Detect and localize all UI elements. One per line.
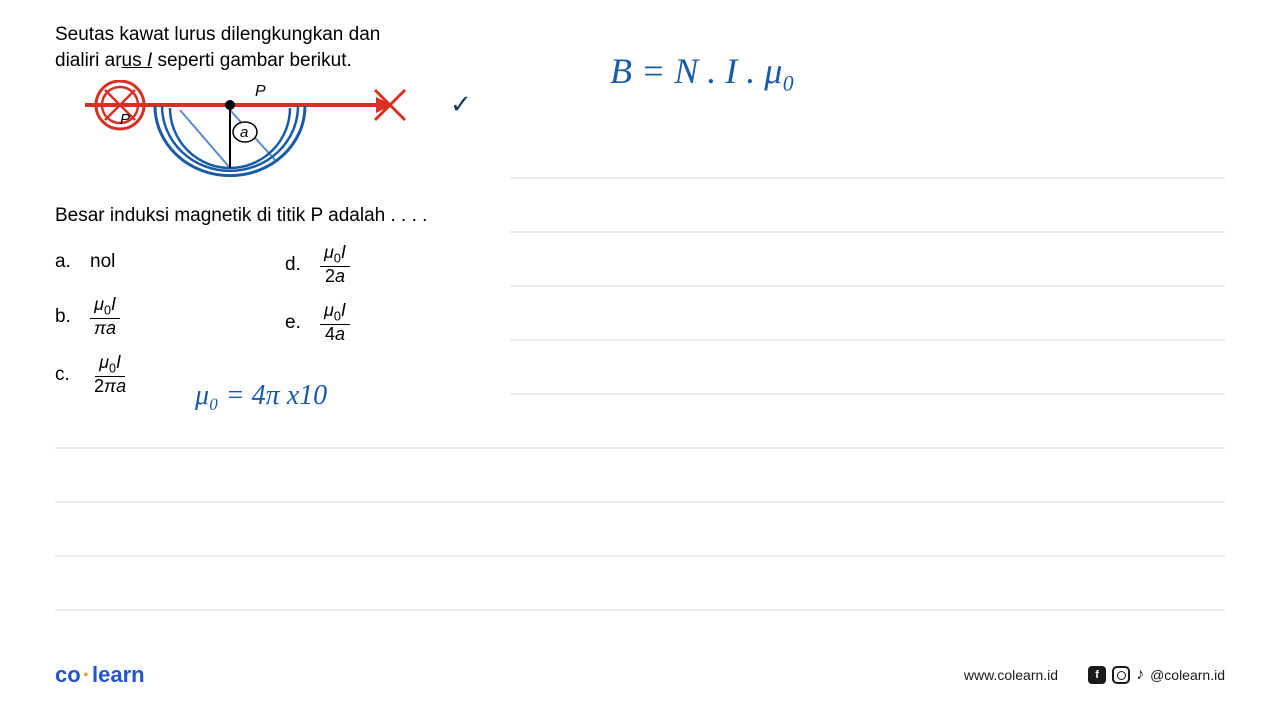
page: Seutas kawat lurus dilengkungkan dan dia…: [0, 0, 1280, 720]
problem-line2b: seperti gambar berikut.: [152, 50, 352, 71]
options-block: a. nol b. μ0I πa c. μ0I 2πa d.: [55, 240, 130, 408]
problem-line2a: dialiri ar: [55, 50, 122, 71]
circuit-diagram: P P a: [80, 80, 420, 200]
handwritten-formula-B: B = N . I . μ₀: [610, 50, 795, 92]
option-c: c. μ0I 2πa: [55, 350, 130, 400]
handwritten-formula-mu: μ₀ = 4π x10: [195, 380, 327, 412]
tiktok-icon[interactable]: ♪: [1136, 666, 1144, 684]
logo: co·learn: [55, 662, 145, 688]
question-text: Besar induksi magnetik di titik P adalah…: [55, 205, 427, 227]
label-P-top: P: [255, 83, 266, 100]
footer-url[interactable]: www.colearn.id: [964, 667, 1058, 683]
problem-text: Seutas kawat lurus dilengkungkan dan dia…: [55, 22, 455, 73]
label-a: a: [240, 124, 248, 141]
option-e: e. μ0I 4a: [285, 298, 350, 348]
problem-line1: Seutas kawat lurus dilengkungkan dan: [55, 24, 380, 45]
option-d: d. μ0I 2a: [285, 240, 350, 290]
social-handle[interactable]: @colearn.id: [1150, 667, 1225, 683]
social-icons: f ♪ @colearn.id: [1088, 666, 1225, 684]
checkmark: ✓: [450, 90, 472, 120]
instagram-icon[interactable]: [1112, 666, 1130, 684]
facebook-icon[interactable]: f: [1088, 666, 1106, 684]
footer: co·learn www.colearn.id f ♪ @colearn.id: [55, 662, 1225, 688]
label-P-left: P: [120, 111, 130, 128]
footer-right: www.colearn.id f ♪ @colearn.id: [964, 666, 1225, 684]
option-a: a. nol: [55, 240, 130, 284]
option-b: b. μ0I πa: [55, 292, 130, 342]
